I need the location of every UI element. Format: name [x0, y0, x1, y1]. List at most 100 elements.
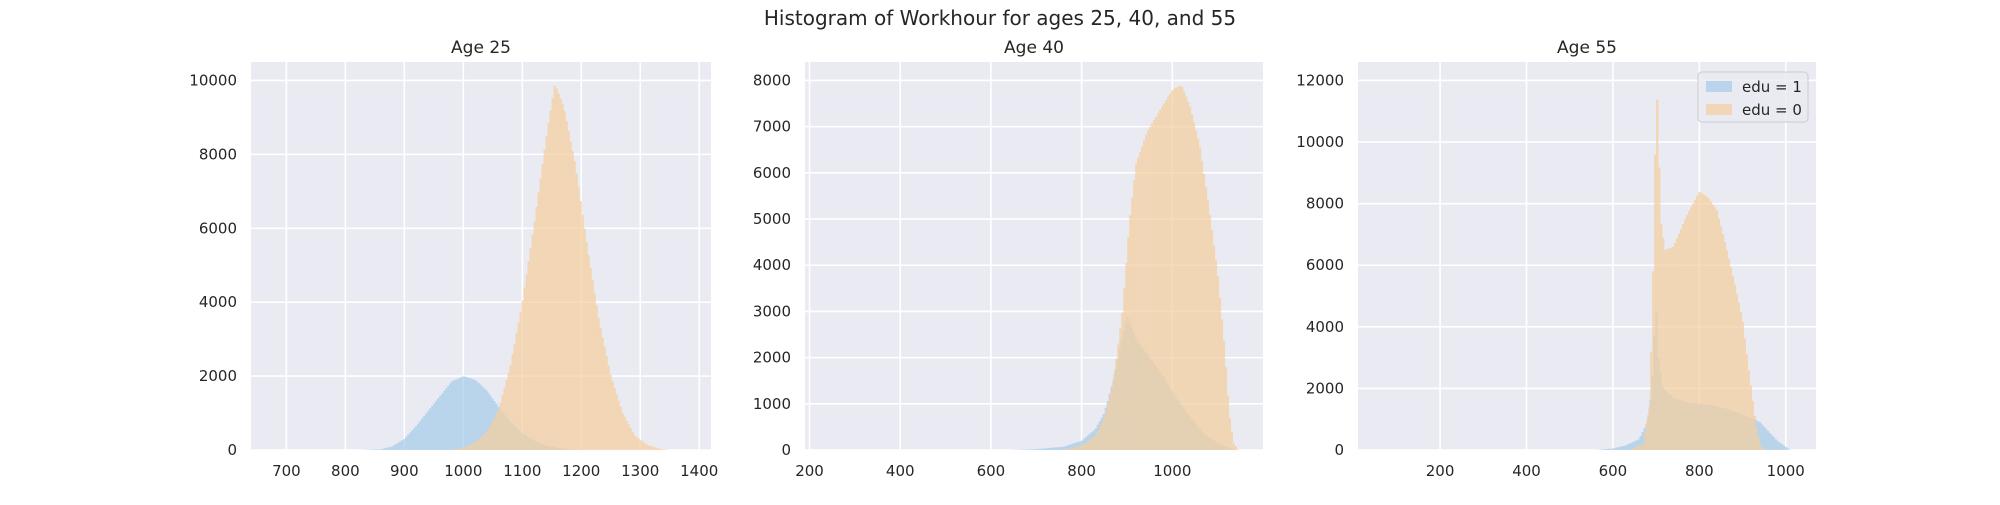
y-tick-label: 2000 [199, 367, 237, 385]
histogram-bar [407, 435, 409, 450]
histogram-bar [608, 366, 610, 450]
histogram-bar [1708, 199, 1710, 450]
histogram-bar [1075, 447, 1077, 450]
histogram-bar [449, 383, 451, 450]
histogram-bar [520, 312, 522, 450]
histogram-bar [626, 421, 628, 450]
histogram-bar [1763, 427, 1765, 450]
histogram-bar [500, 403, 502, 450]
histogram-bar [618, 400, 620, 450]
histogram-bar [1067, 449, 1069, 450]
histogram-bar [1125, 263, 1127, 450]
histogram-bar [1199, 148, 1201, 450]
y-tick-label: 4000 [753, 256, 791, 274]
histogram-bar [1783, 446, 1785, 450]
histogram-bar [1642, 444, 1644, 450]
y-tick-label: 10000 [1296, 133, 1344, 151]
histogram-bar [1712, 204, 1714, 450]
y-tick-label: 5000 [753, 210, 791, 228]
y-tick-label: 8000 [199, 145, 237, 163]
histogram-bar [1027, 449, 1029, 450]
histogram-bar [1775, 439, 1777, 450]
y-tick-label: 8000 [1306, 195, 1344, 213]
histogram-bar [1049, 448, 1051, 450]
x-tick-label: 600 [1599, 462, 1628, 480]
y-tick-label: 2000 [1306, 379, 1344, 397]
histogram-bar [1043, 448, 1045, 450]
histogram-bar [1734, 285, 1736, 450]
histogram-bar [1071, 448, 1073, 450]
histogram-bar [1771, 435, 1773, 450]
histogram-bar [482, 436, 484, 450]
histogram-bar [1115, 359, 1117, 450]
histogram-bar [1089, 439, 1091, 450]
histogram-bar [1087, 441, 1089, 450]
histogram-bar [1752, 401, 1754, 450]
x-tick-label: 600 [977, 462, 1006, 480]
histogram-bar [516, 333, 518, 450]
histogram-bar [1646, 419, 1648, 450]
histogram-bar [616, 394, 618, 450]
histogram-bar [512, 354, 514, 450]
histogram-bar [514, 344, 516, 450]
histogram-bar [1147, 130, 1149, 450]
histogram-bar [510, 365, 512, 450]
histogram-bar [1101, 422, 1103, 450]
y-tick-label: 1000 [753, 395, 791, 413]
histogram-bar [490, 425, 492, 450]
histogram-bar [1624, 446, 1626, 450]
histogram-bar [1235, 446, 1237, 450]
histogram-bar [564, 111, 566, 450]
histogram-bar [478, 439, 480, 450]
y-tick-label: 7000 [753, 118, 791, 136]
histogram-bar [1163, 103, 1165, 450]
histogram-bar [1629, 443, 1631, 450]
histogram-bar [1616, 448, 1618, 450]
histogram-bar [602, 337, 604, 450]
histogram-bar [425, 413, 427, 450]
histogram-bar [377, 449, 379, 450]
histogram-bar [401, 440, 403, 450]
y-tick-label: 6000 [753, 164, 791, 182]
histogram-bar [534, 221, 536, 450]
histogram-bar [451, 381, 453, 450]
histogram-bar [468, 445, 470, 450]
y-tick-label: 8000 [753, 71, 791, 89]
histogram-bar [542, 164, 544, 450]
histogram-bar [1652, 271, 1654, 450]
histogram-bar [1231, 431, 1233, 450]
histogram-bar [1688, 211, 1690, 450]
histogram-bar [586, 242, 588, 450]
histogram-bar [1762, 448, 1764, 450]
histogram-bar [592, 280, 594, 450]
histogram-bar [1167, 97, 1169, 450]
histogram-bar [1765, 429, 1767, 450]
histogram-bar [1025, 449, 1027, 450]
histogram-bar [1746, 354, 1748, 450]
legend-swatch [1706, 81, 1732, 92]
histogram-bar [1051, 448, 1053, 450]
histogram-bar [467, 378, 469, 450]
histogram-bar [1073, 447, 1075, 450]
x-tick-label: 1200 [562, 462, 600, 480]
histogram-bar [1207, 200, 1209, 450]
histogram-bar [454, 449, 456, 450]
histogram-bar [492, 421, 494, 450]
x-tick-label: 800 [1067, 462, 1096, 480]
histogram-bar [1171, 90, 1173, 450]
x-tick-label: 900 [390, 462, 419, 480]
histogram-bar [566, 121, 568, 450]
histogram-bar [518, 322, 520, 450]
histogram-bar [1608, 449, 1610, 450]
x-tick-label: 1400 [680, 462, 718, 480]
histogram-bar [455, 379, 457, 450]
histogram-bar [646, 445, 648, 450]
histogram-bar [614, 388, 616, 450]
histogram-bar [1093, 437, 1095, 450]
histogram-bar [1233, 443, 1235, 450]
histogram-bar [456, 449, 458, 450]
histogram-bar [1640, 445, 1642, 450]
histogram-bar [656, 448, 658, 450]
